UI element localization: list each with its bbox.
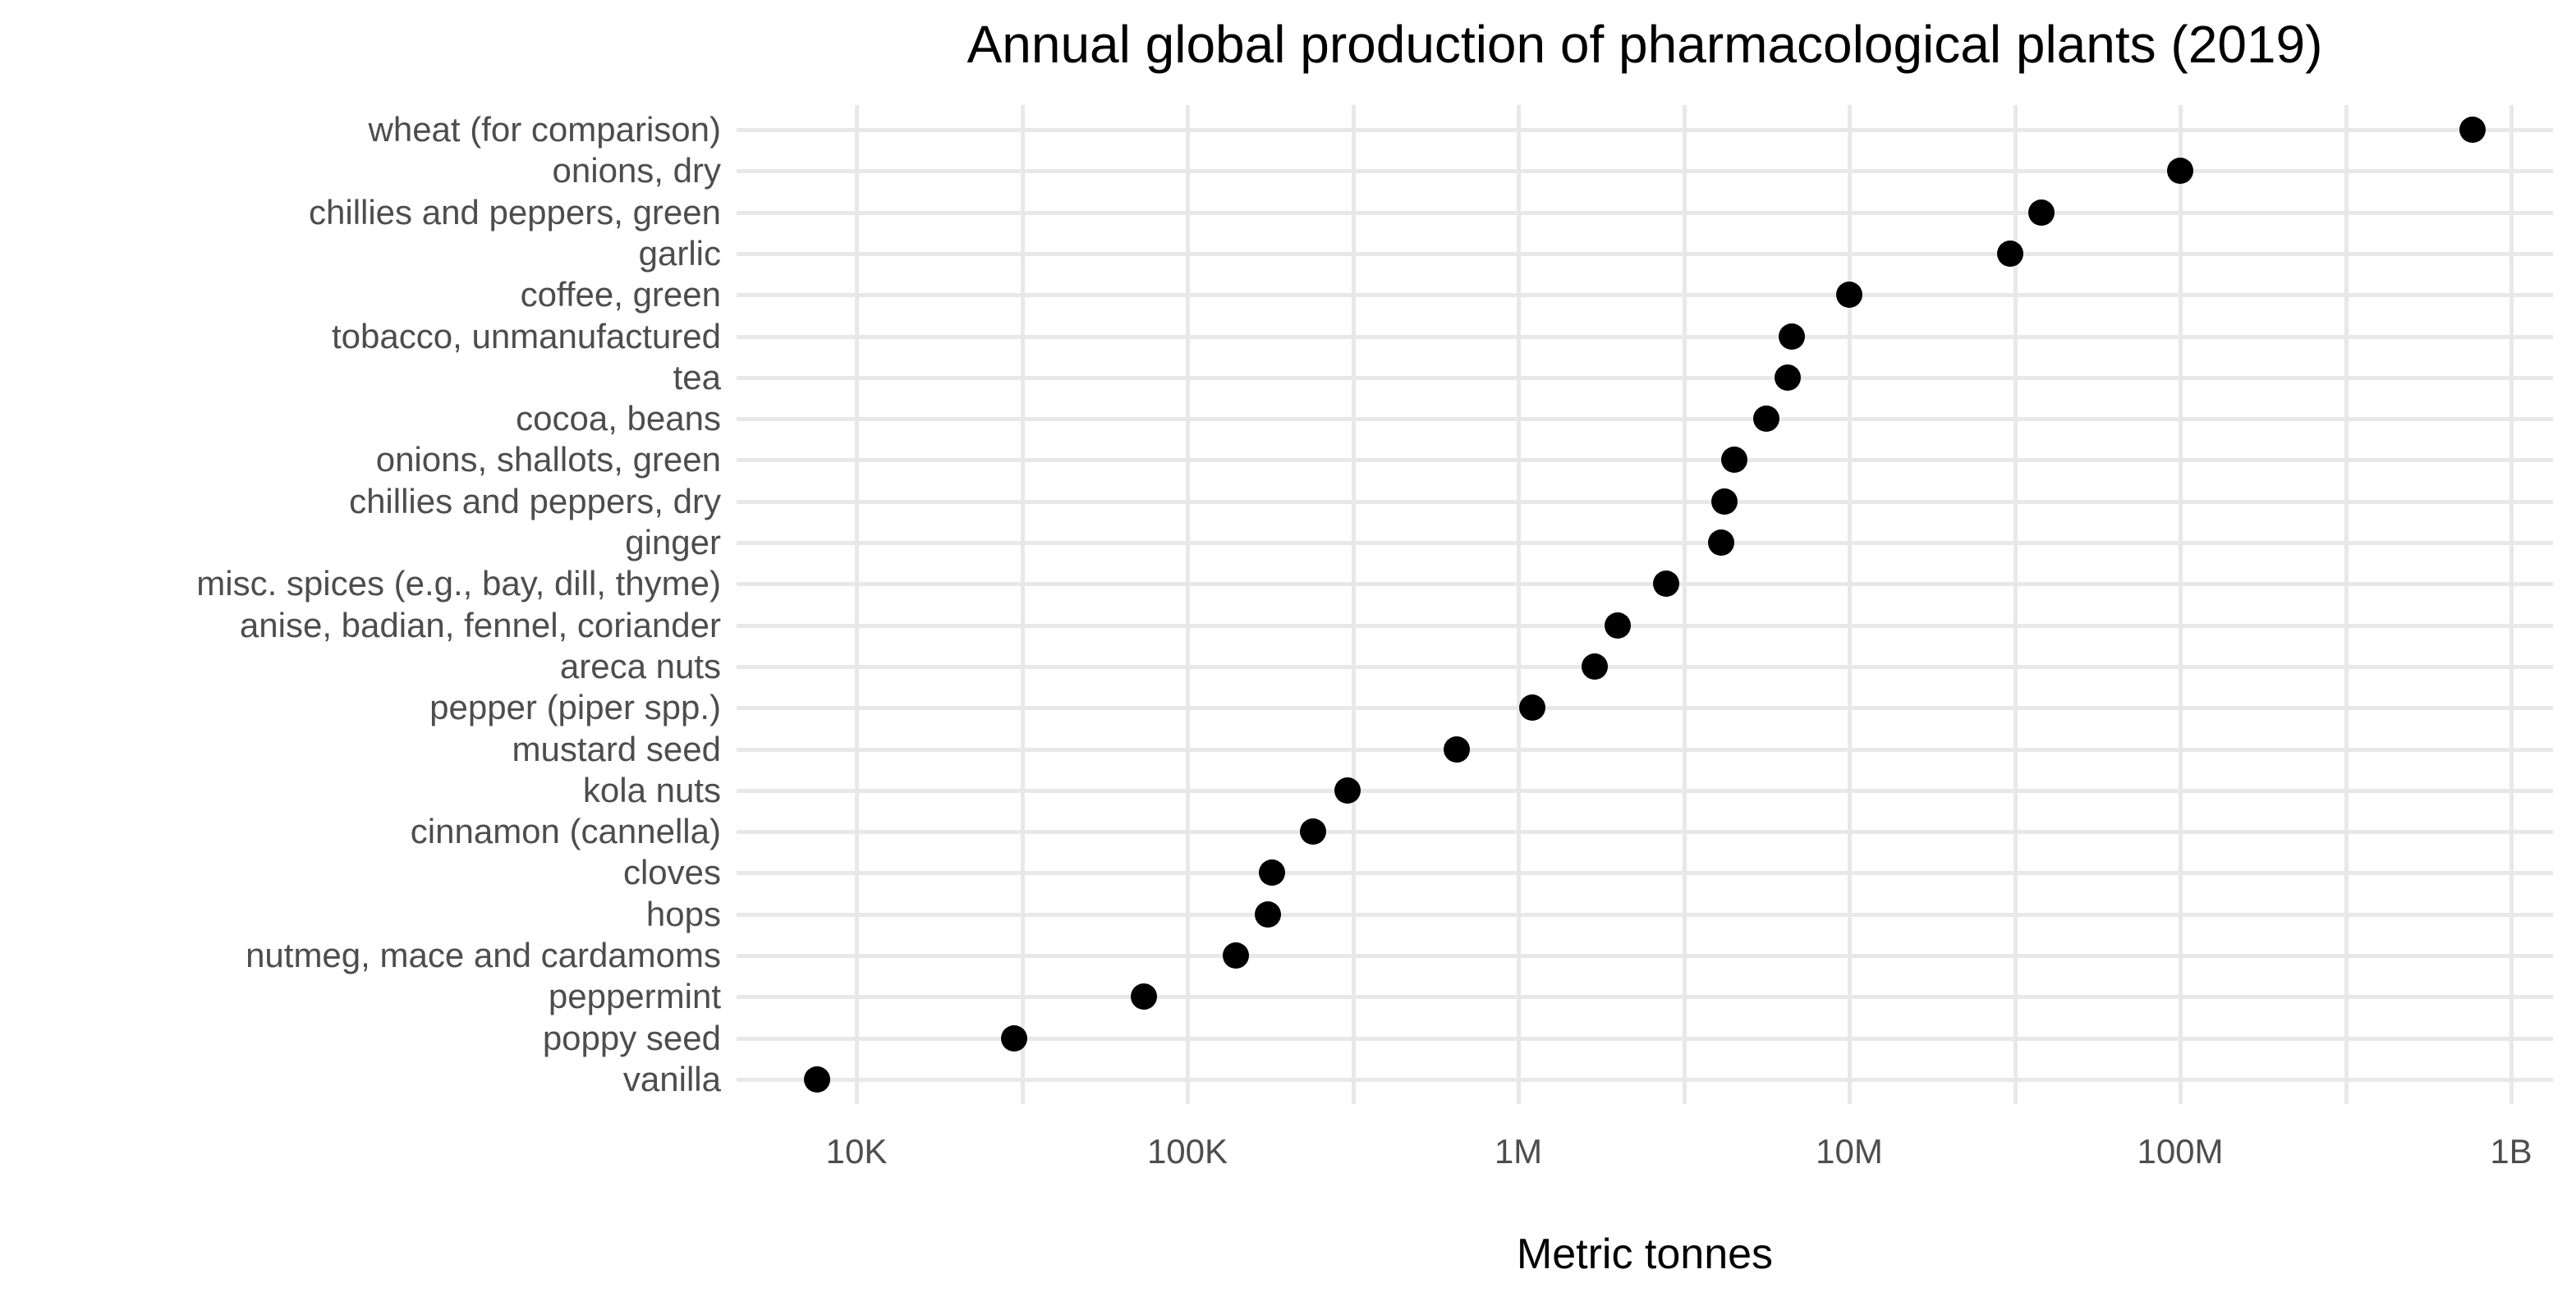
y-axis-label: coffee, green — [520, 275, 721, 314]
y-axis-label: anise, badian, fennel, coriander — [239, 605, 721, 644]
data-point — [1711, 488, 1738, 515]
y-axis-label: chillies and peppers, green — [309, 192, 721, 231]
x-tick-label: 100K — [1146, 1132, 1228, 1171]
gridline-horizontal — [737, 128, 2553, 132]
data-point — [1778, 323, 1805, 350]
gridline-horizontal — [737, 830, 2553, 835]
plot-panel — [737, 105, 2553, 1104]
gridline-vertical — [1848, 105, 1852, 1104]
gridline-horizontal — [737, 706, 2553, 711]
y-axis-label: areca nuts — [559, 646, 721, 685]
gridline-vertical — [2179, 105, 2183, 1104]
data-point — [1707, 529, 1734, 556]
gridline-vertical — [1351, 105, 1356, 1104]
data-point — [1300, 818, 1327, 845]
y-axis-label: garlic — [638, 233, 721, 273]
data-point — [2167, 158, 2193, 185]
y-axis-label: kola nuts — [582, 770, 721, 809]
data-point — [1752, 406, 1779, 433]
gridline-vertical — [2509, 105, 2514, 1104]
gridline-vertical — [1020, 105, 1025, 1104]
y-axis-label: mustard seed — [512, 729, 721, 768]
gridline-horizontal — [737, 788, 2553, 793]
x-tick-label: 10K — [825, 1132, 888, 1171]
x-tick-label: 1B — [2490, 1132, 2532, 1171]
y-axis-label: ginger — [625, 523, 721, 561]
data-point — [2459, 117, 2486, 143]
gridline-horizontal — [737, 169, 2553, 174]
gridline-horizontal — [737, 747, 2553, 752]
gridline-horizontal — [737, 334, 2553, 339]
data-point — [1258, 859, 1285, 887]
gridline-vertical — [2344, 105, 2349, 1104]
data-point — [1254, 900, 1281, 928]
y-axis-label: tobacco, unmanufactured — [332, 316, 721, 355]
x-axis-title: Metric tonnes — [1516, 1230, 1774, 1278]
gridline-horizontal — [737, 293, 2553, 298]
gridline-horizontal — [737, 871, 2553, 876]
y-axis-label: wheat (for comparison) — [368, 110, 722, 149]
data-point — [1334, 777, 1361, 804]
chart-title: Annual global production of pharmacologi… — [967, 15, 2323, 74]
data-point — [2027, 199, 2055, 226]
gridline-horizontal — [737, 251, 2553, 256]
data-point — [1997, 240, 2024, 267]
data-point — [1836, 282, 1862, 309]
x-tick-label: 1M — [1494, 1132, 1543, 1171]
gridline-horizontal — [737, 623, 2553, 628]
data-point — [1721, 447, 1748, 474]
gridline-horizontal — [737, 664, 2553, 669]
y-axis-label: cinnamon (cannella) — [410, 812, 721, 851]
gridline-horizontal — [737, 210, 2553, 215]
gridline-vertical — [1517, 105, 1521, 1104]
y-axis-label: chillies and peppers, dry — [349, 481, 721, 520]
data-point — [803, 1065, 830, 1093]
gridline-horizontal — [737, 541, 2553, 545]
y-axis-label: misc. spices (e.g., bay, dill, thyme) — [196, 564, 721, 603]
x-tick-label: 100M — [2137, 1132, 2224, 1171]
gridline-horizontal — [737, 995, 2553, 1000]
data-point — [1518, 694, 1545, 722]
y-axis-label: tea — [673, 357, 721, 396]
y-axis-label: nutmeg, mace and cardamoms — [246, 936, 721, 974]
gridline-horizontal — [737, 417, 2553, 422]
data-point — [1605, 612, 1632, 639]
data-point — [1001, 1024, 1028, 1052]
gridline-horizontal — [737, 912, 2553, 917]
data-point — [1131, 983, 1158, 1010]
y-axis-label: onions, dry — [552, 151, 721, 190]
y-axis-label: hops — [645, 894, 721, 933]
gridline-vertical — [1186, 105, 1190, 1104]
gridline-horizontal — [737, 582, 2553, 587]
gridline-horizontal — [737, 954, 2553, 958]
gridline-vertical — [1682, 105, 1687, 1104]
y-axis-label: peppermint — [548, 977, 721, 1016]
y-axis-label: poppy seed — [542, 1018, 721, 1057]
y-axis-label: pepper (piper spp.) — [429, 688, 721, 727]
x-tick-label: 10M — [1816, 1132, 1883, 1171]
data-point — [1653, 571, 1680, 598]
y-axis-label: vanilla — [622, 1059, 721, 1098]
y-axis-label: onions, shallots, green — [375, 440, 721, 479]
data-point — [1222, 942, 1249, 969]
gridline-vertical — [855, 105, 859, 1104]
gridline-horizontal — [737, 1036, 2553, 1041]
gridline-vertical — [2013, 105, 2018, 1104]
gridline-horizontal — [737, 458, 2553, 463]
y-axis-label: cloves — [622, 853, 721, 892]
data-point — [1443, 735, 1470, 763]
gridline-horizontal — [737, 499, 2553, 504]
data-point — [1774, 364, 1801, 391]
gridline-horizontal — [737, 1077, 2553, 1082]
gridline-horizontal — [737, 375, 2553, 380]
data-point — [1581, 653, 1608, 680]
y-axis-label: cocoa, beans — [516, 399, 721, 438]
